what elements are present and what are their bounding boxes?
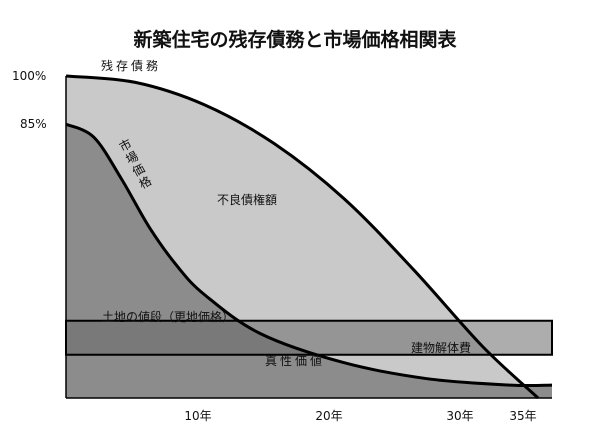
y-tick-label: 100%	[12, 69, 46, 83]
debt-line-label: 残存債務	[101, 58, 161, 73]
bad-debt-label: 不良債権額	[217, 192, 277, 207]
chart-title: 新築住宅の残存債務と市場価格相関表	[133, 28, 457, 51]
land-price-band	[65, 319, 553, 356]
x-tick-label: 10年	[184, 409, 211, 423]
y-tick-label: 85%	[20, 117, 47, 131]
land-price-label: 土地の値段（更地価格）	[102, 309, 234, 324]
market-price-line	[65, 122, 553, 388]
x-tick-label: 35年	[509, 409, 536, 423]
x-tick-label: 30年	[446, 409, 473, 423]
debt-line	[65, 74, 540, 400]
demolition-label: 建物解体費	[411, 340, 471, 355]
x-tick-label: 20年	[315, 409, 342, 423]
true-value-label: 真性価値	[265, 353, 325, 368]
